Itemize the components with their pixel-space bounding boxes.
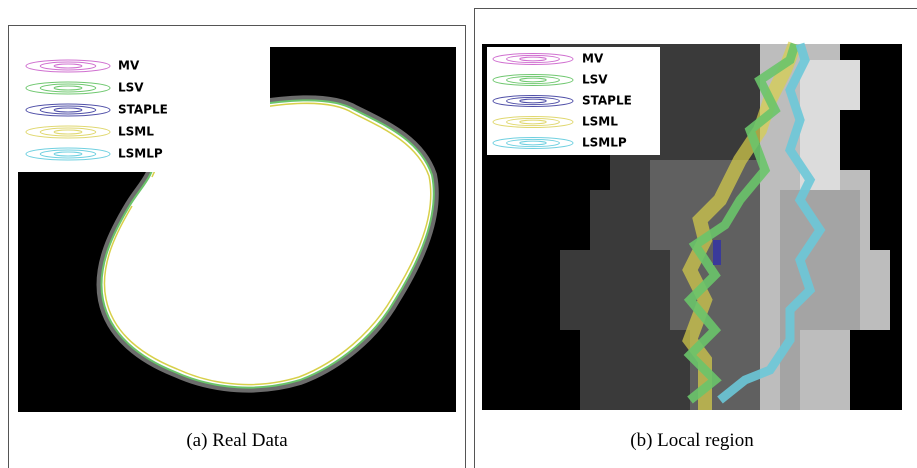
legend-label: LSMLP	[582, 136, 627, 150]
caption: (a) Real Data	[186, 430, 288, 451]
image-local-region	[482, 44, 902, 410]
legend-label: STAPLE	[582, 94, 632, 108]
legend-label: LSML	[118, 125, 154, 139]
image-real-data	[18, 47, 456, 412]
caption: (b) Local region	[630, 430, 754, 451]
legend-label: LSML	[582, 115, 618, 129]
figure: (a) Real Data (b) Local region MV LSV STAP…	[0, 0, 917, 468]
legend-label: LSV	[118, 81, 144, 95]
legend-label: MV	[118, 59, 140, 73]
legend-label: LSMLP	[118, 147, 163, 161]
legend-label: STAPLE	[118, 103, 168, 117]
legend-label: LSV	[582, 73, 608, 87]
legend-label: MV	[582, 52, 604, 66]
